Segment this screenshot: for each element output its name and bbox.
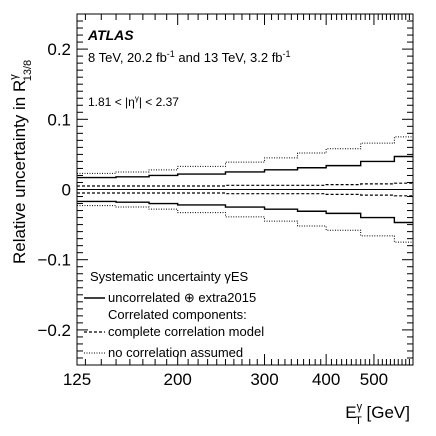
legend-entry-1: complete correlation model: [108, 324, 264, 339]
x-tick-label: 300: [250, 370, 278, 389]
legend-header: Systematic uncertainty γES: [90, 269, 249, 284]
y-axis-label: Relative uncertainty in Rγ 13/8: [8, 60, 34, 264]
x-tick-label: 200: [163, 370, 191, 389]
y-tick-label: 0.1: [47, 110, 71, 129]
x-axis-label: Eγ T [GeV]: [345, 401, 410, 427]
series-1-upper: [77, 182, 413, 187]
dataset-label: 8 TeV, 20.2 fb-1 and 13 TeV, 3.2 fb-1: [88, 49, 291, 65]
series-0-lower: [77, 200, 413, 224]
legend-entry-0: uncorrelated ⊕ extra2015: [108, 290, 256, 305]
series-1-lower: [77, 192, 413, 197]
x-tick-label: 125: [63, 370, 91, 389]
series-2-upper: [77, 136, 413, 174]
ticks-layer: 125 200 300 400 500 0.2 0.1 0 −0.1 −0.2: [37, 14, 413, 389]
series-layer: [77, 136, 413, 243]
legend: Systematic uncertainty γES uncorrelated ⊕…: [84, 269, 264, 360]
labels-layer: ATLAS 8 TeV, 20.2 fb-1 and 13 TeV, 3.2 fb…: [8, 27, 410, 427]
x-tick-label: 400: [312, 370, 340, 389]
series-0-upper: [77, 155, 413, 179]
legend-subheader: Correlated components:: [108, 307, 247, 322]
region-label: 1.81 < |ηγ| < 2.37: [88, 94, 179, 109]
x-tick-label: 500: [360, 370, 388, 389]
y-tick-label: −0.2: [37, 321, 71, 340]
legend-entry-2: no correlation assumed: [108, 345, 243, 360]
experiment-label: ATLAS: [87, 27, 134, 43]
y-tick-label: 0: [62, 181, 71, 200]
y-tick-label: 0.2: [47, 40, 71, 59]
series-2-lower: [77, 205, 413, 243]
y-tick-label: −0.1: [37, 251, 71, 270]
